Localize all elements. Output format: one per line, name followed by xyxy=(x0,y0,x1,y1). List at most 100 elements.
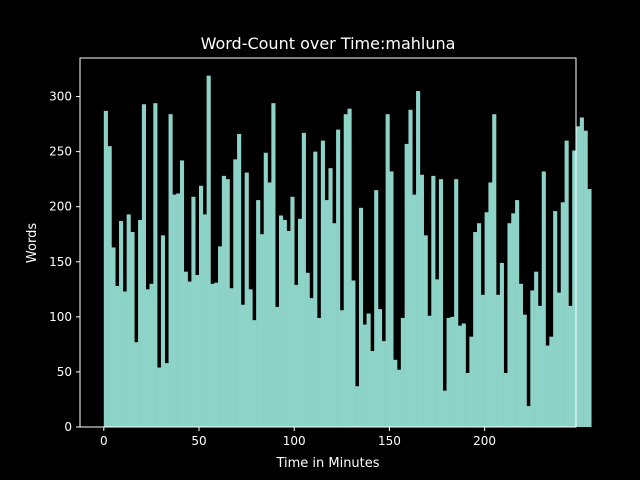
bar xyxy=(553,211,558,427)
bar xyxy=(229,288,234,427)
bar xyxy=(385,114,390,428)
bar xyxy=(206,75,211,428)
bar xyxy=(195,274,200,427)
bar xyxy=(362,324,367,427)
axes-frame xyxy=(79,57,577,428)
bar xyxy=(233,159,238,427)
bar xyxy=(179,160,185,427)
bar xyxy=(457,325,463,427)
bar xyxy=(240,304,245,427)
bar xyxy=(332,223,337,427)
bar xyxy=(435,279,440,427)
bar xyxy=(492,114,497,428)
y-tick-label: 50 xyxy=(57,365,72,379)
bar xyxy=(370,351,375,427)
y-tick-label: 250 xyxy=(49,145,72,159)
bar xyxy=(218,246,223,427)
bar xyxy=(496,294,501,427)
bar xyxy=(294,284,299,427)
bar xyxy=(381,341,386,427)
bar xyxy=(176,193,181,427)
bar xyxy=(518,283,523,427)
bar xyxy=(416,91,421,427)
bar xyxy=(339,310,345,427)
bar xyxy=(275,306,280,427)
bar xyxy=(358,207,364,427)
bar-series xyxy=(103,75,592,428)
bar xyxy=(214,282,219,427)
bar xyxy=(526,406,531,427)
bar xyxy=(313,151,318,427)
bar xyxy=(298,218,303,427)
bar xyxy=(400,317,405,427)
bar xyxy=(324,200,329,427)
bar xyxy=(393,359,398,427)
bar xyxy=(374,190,379,427)
bar xyxy=(122,291,127,427)
y-tick-label: 0 xyxy=(64,420,72,434)
bar xyxy=(484,212,489,427)
bar xyxy=(278,215,284,427)
bar xyxy=(515,200,520,427)
bar xyxy=(431,175,436,427)
bar xyxy=(587,189,592,427)
bar xyxy=(534,271,539,427)
bar xyxy=(438,179,444,427)
bar xyxy=(237,134,242,427)
bar xyxy=(157,367,162,427)
bar xyxy=(427,315,432,427)
bar xyxy=(556,292,562,427)
bar xyxy=(408,109,413,428)
x-axis-label: Time in Minutes xyxy=(275,456,379,471)
bar xyxy=(537,305,543,427)
bar xyxy=(202,214,207,427)
bar xyxy=(305,272,310,427)
bar xyxy=(461,323,466,427)
bar xyxy=(328,168,333,427)
bar xyxy=(507,223,512,427)
bar xyxy=(545,345,550,427)
bar xyxy=(572,150,577,427)
bar xyxy=(336,129,341,427)
bar xyxy=(355,386,360,427)
bar xyxy=(503,373,508,427)
bar xyxy=(530,290,535,427)
bar xyxy=(309,298,314,427)
bar xyxy=(549,336,554,427)
x-tick-label: 100 xyxy=(283,434,306,448)
bar xyxy=(259,234,265,427)
bar xyxy=(168,114,173,428)
bar xyxy=(160,235,166,427)
bar xyxy=(454,179,459,427)
chart-title: Word-Count over Time:mahluna xyxy=(201,34,456,53)
bar xyxy=(115,286,120,427)
bar xyxy=(560,202,565,427)
bar xyxy=(469,336,474,427)
bar xyxy=(111,247,116,427)
bar xyxy=(138,219,143,427)
bar xyxy=(499,262,504,427)
bar xyxy=(511,213,516,427)
bar xyxy=(149,283,154,427)
bar xyxy=(119,221,124,427)
x-tick-label: 50 xyxy=(191,434,206,448)
bar xyxy=(187,281,192,427)
bar xyxy=(317,317,322,427)
bar xyxy=(568,305,573,427)
bar xyxy=(145,289,150,427)
y-axis-label: Words xyxy=(25,223,40,263)
y-tick-label: 300 xyxy=(49,90,72,104)
bar xyxy=(282,219,287,427)
x-tick-label: 150 xyxy=(378,434,401,448)
bar xyxy=(183,271,188,427)
bar xyxy=(389,171,394,427)
bar xyxy=(103,110,108,428)
bar xyxy=(347,108,352,428)
bar xyxy=(191,196,196,427)
bar xyxy=(130,232,135,427)
bar xyxy=(343,114,348,428)
bar xyxy=(244,172,249,427)
bar xyxy=(412,194,417,427)
x-tick-label: 200 xyxy=(473,434,496,448)
